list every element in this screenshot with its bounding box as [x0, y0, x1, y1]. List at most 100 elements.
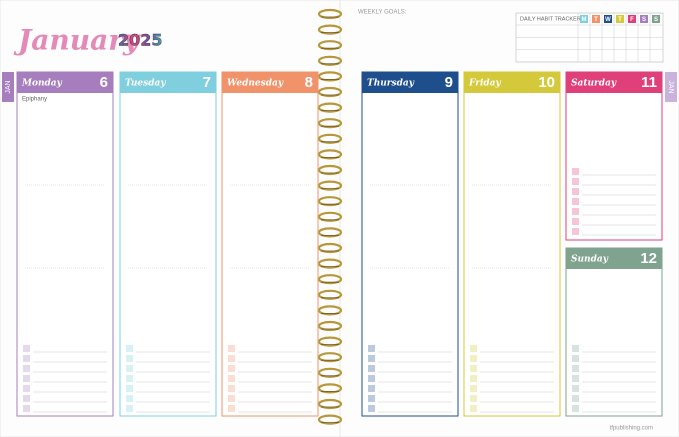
checkbox	[23, 395, 30, 402]
day-box	[463, 71, 561, 417]
day-header	[566, 248, 662, 269]
checkbox	[470, 405, 477, 412]
day-name: Monday	[21, 79, 63, 89]
checkbox	[228, 395, 235, 402]
checkbox	[572, 168, 579, 175]
habit-day: S	[642, 17, 646, 23]
checkbox	[572, 405, 579, 412]
day-note: Epiphany	[22, 97, 47, 103]
habit-day-box	[604, 15, 612, 23]
year: 2025	[118, 31, 163, 50]
coil	[317, 149, 343, 160]
checkbox	[23, 345, 30, 352]
day-box	[119, 71, 217, 417]
checkbox	[572, 178, 579, 185]
day-header	[222, 72, 318, 93]
day-header	[566, 72, 662, 93]
checkbox	[572, 365, 579, 372]
day-number: 12	[640, 250, 657, 267]
checkbox	[126, 405, 133, 412]
checkbox	[572, 395, 579, 402]
checkbox	[572, 355, 579, 362]
day-name: Tuesday	[125, 79, 166, 89]
day-number: 9	[445, 74, 453, 91]
coil	[317, 180, 343, 191]
day-box	[565, 71, 663, 241]
habit-day: F	[630, 17, 634, 23]
checkbox	[572, 218, 579, 225]
checkbox	[126, 385, 133, 392]
weekly-goals: WEEKLY GOALS:	[358, 10, 407, 16]
checkbox	[470, 375, 477, 382]
coil	[317, 242, 343, 254]
day-number: 8	[305, 74, 313, 91]
tab-right	[665, 72, 677, 102]
checkbox	[572, 208, 579, 215]
habit-day-box	[628, 15, 636, 23]
coil	[317, 352, 343, 363]
checkbox	[23, 375, 30, 382]
checkbox	[228, 355, 235, 362]
coil	[317, 40, 343, 51]
habit-day: M	[582, 17, 587, 23]
checkbox	[470, 395, 477, 402]
habit-day-box	[652, 15, 660, 23]
checkbox	[126, 355, 133, 362]
habit-day-box	[640, 15, 648, 23]
coil	[317, 320, 343, 332]
habit-title: DAILY HABIT TRACKER:	[520, 16, 583, 22]
coil	[317, 196, 343, 207]
checkbox	[368, 385, 375, 392]
tab-left-label: JAN	[5, 80, 12, 93]
coil	[317, 211, 343, 222]
checkbox	[368, 365, 375, 372]
checkbox	[23, 355, 30, 362]
coil	[317, 336, 343, 347]
coil	[317, 102, 343, 113]
habit-day: S	[654, 17, 658, 23]
coil	[317, 133, 343, 144]
checkbox	[572, 345, 579, 352]
day-name: Wednesday	[227, 79, 284, 89]
habit-day: T	[594, 17, 598, 23]
habit-day-box	[616, 15, 624, 23]
checkbox	[23, 405, 30, 412]
coil	[317, 414, 343, 425]
habit-day-box	[580, 15, 588, 23]
day-box	[565, 247, 663, 417]
coil	[317, 24, 343, 35]
day-number: 11	[641, 74, 657, 91]
coil	[317, 305, 343, 316]
coil	[317, 86, 343, 98]
checkbox	[368, 395, 375, 402]
day-number: 6	[100, 74, 108, 91]
habit-day: W	[605, 17, 611, 23]
coil	[317, 274, 343, 285]
checkbox	[23, 385, 30, 392]
checkbox	[228, 365, 235, 372]
day-name: Friday	[468, 79, 502, 89]
day-box	[16, 71, 114, 417]
coil	[317, 383, 343, 394]
coil	[317, 227, 343, 238]
coil	[317, 71, 343, 82]
habit-day: T	[618, 17, 622, 23]
checkbox	[228, 385, 235, 392]
coil	[317, 118, 343, 129]
checkbox	[572, 385, 579, 392]
day-header	[362, 72, 458, 93]
checkbox	[126, 345, 133, 352]
coil	[317, 8, 343, 20]
day-header	[120, 72, 216, 93]
checkbox	[126, 395, 133, 402]
checkbox	[470, 345, 477, 352]
day-number: 10	[538, 74, 555, 91]
coil	[317, 164, 343, 176]
coil	[317, 367, 343, 378]
checkbox	[470, 355, 477, 362]
day-header	[464, 72, 560, 93]
day-name: Thursday	[367, 79, 415, 89]
tab-left	[2, 72, 14, 102]
